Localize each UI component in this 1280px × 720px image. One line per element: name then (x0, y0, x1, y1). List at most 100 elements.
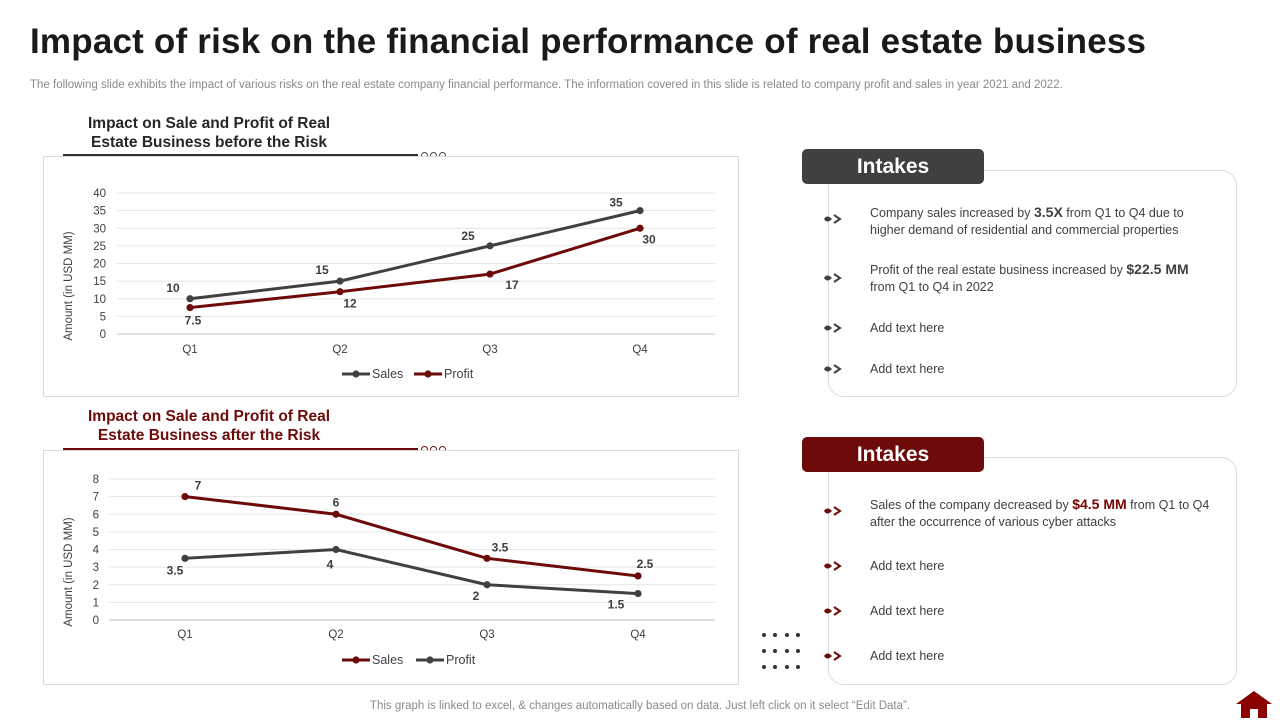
chart2-data-label: 3.5 (167, 563, 184, 577)
chart1-x-tick-label: Q3 (482, 344, 497, 356)
intake-text-post: from Q1 to Q4 in 2022 (870, 280, 994, 294)
intake-text-pre: Company sales increased by (870, 206, 1034, 220)
intake-highlight: 3.5X (1033, 204, 1063, 220)
chart2-y-tick-label: 2 (93, 580, 99, 592)
chart1-frame[interactable] (43, 156, 739, 397)
chart2-series-profit-point (483, 581, 491, 589)
chart2-y-tick-label: 4 (93, 545, 100, 557)
chart1-y-tick-label: 15 (93, 276, 106, 288)
chart1-series-profit-line (189, 226, 641, 310)
chart2-x-tick-label: Q3 (479, 629, 494, 641)
intakes-panel-1 (828, 170, 1237, 397)
chart2-y-tick-label: 1 (93, 597, 99, 609)
chart2-y-tick-label: 5 (93, 527, 99, 539)
chart2-y-tick-label: 3 (93, 562, 99, 574)
chart1-series-sales-point (186, 295, 194, 303)
chart1-heading: Impact on Sale and Profit of Real Estate… (64, 114, 354, 152)
bullet-arrow-icon (824, 561, 842, 571)
chart1-y-tick-label: 10 (93, 294, 106, 306)
decorative-dot-grid (762, 633, 807, 675)
chart2-series-sales-point (332, 510, 340, 518)
chart2-legend-marker (426, 656, 434, 664)
intake-text-pre: Sales of the company decreased by (870, 498, 1073, 512)
chart2-y-tick-label: 6 (93, 509, 99, 521)
chart1-series-profit-point (636, 224, 644, 232)
bullet-arrow-icon (824, 273, 842, 283)
chart1-legend-marker (424, 370, 432, 378)
chart1-y-tick-label: 30 (93, 223, 106, 235)
chart1-y-axis-label: Amount (in USD MM) (63, 231, 75, 340)
chart2-y-tick-label: 8 (93, 474, 99, 486)
chart1-series-profit-point (486, 270, 494, 278)
chart1-series-profit-point (186, 303, 194, 312)
chart2-data-label: 2 (473, 589, 480, 603)
page-title: Impact of risk on the financial performa… (30, 22, 1147, 61)
intake-highlight: $22.5 MM (1126, 261, 1189, 277)
chart1-data-label: 15 (315, 263, 329, 277)
chart1-y-tick-label: 5 (100, 311, 106, 323)
chart2-x-tick-label: Q4 (630, 629, 646, 641)
intake-text-pre: Add text here (870, 649, 945, 663)
chart2-legend-label: Profit (446, 653, 476, 667)
chart2-data-label: 6 (333, 495, 340, 509)
chart2-data-label: 4 (327, 558, 334, 572)
chart2-series-sales-line (184, 495, 639, 578)
intakes-tab-2: Intakes (802, 437, 984, 472)
chart1-series-profit-point (336, 288, 344, 296)
intakes-panel-2 (828, 457, 1237, 685)
chart2-heading-line1: Impact on Sale and Profit of Real (87, 408, 330, 425)
chart1-legend-label: Sales (372, 367, 403, 381)
chart2-data-label: 2.5 (637, 557, 654, 571)
chart1-y-tick-label: 40 (93, 188, 106, 200)
chart1-x-tick-label: Q4 (632, 344, 648, 356)
chart2-heading-line2: Estate Business after the Risk (97, 427, 321, 444)
home-icon[interactable] (1234, 689, 1274, 719)
chart2-series-profit-line (184, 548, 639, 596)
chart2-data-label: 1.5 (608, 598, 625, 612)
chart2-series-sales-point (181, 493, 189, 501)
intake-text-post: from Q1 to Q4 due to higher demand of re… (870, 206, 1184, 237)
intakes-tab-1: Intakes (802, 149, 984, 184)
chart1-series-sales-point (486, 242, 494, 250)
chart2-series-profit-point (181, 554, 189, 562)
chart1-data-label: 30 (642, 232, 656, 246)
intake-text-pre: Add text here (870, 604, 945, 618)
bullet-arrow-icon (824, 323, 842, 333)
bullet-arrow-icon (824, 364, 842, 374)
intake-text-post: from Q1 to Q4 after the occurrence of va… (870, 498, 1210, 529)
bullet-arrow-icon (824, 214, 842, 224)
bullet-arrow-icon (824, 651, 842, 661)
chart1-heading-line1: Impact on Sale and Profit of Real (87, 115, 330, 132)
footer-note: This graph is linked to excel, & changes… (369, 700, 911, 712)
chart2-series-profit-point (332, 545, 340, 554)
chart2-data-label: 7 (195, 479, 202, 493)
chart2-heading-rule (63, 448, 418, 451)
chart2-y-tick-label: 7 (93, 492, 99, 504)
chart1-x-tick-label: Q2 (332, 344, 347, 356)
chart2-x-tick-label: Q2 (328, 629, 343, 641)
chart1-data-label: 17 (505, 278, 519, 292)
chart2-legend-marker (352, 656, 360, 664)
chart1-series-sales-point (636, 207, 644, 215)
chart1-data-label: 12 (343, 297, 357, 311)
chart2-series-profit-point (634, 589, 642, 598)
chart1-y-tick-label: 35 (93, 206, 106, 218)
intake-text-pre: Add text here (870, 559, 945, 573)
chart1-y-tick-label: 20 (93, 259, 106, 271)
chart2-x-tick-label: Q1 (177, 629, 192, 641)
chart2-data-label: 3.5 (492, 540, 509, 554)
intake-2-item-1: Sales of the company decreased by $4.5 M… (870, 496, 1210, 531)
intake-2-item-3: Add text here (870, 603, 1210, 620)
chart2-y-axis-label: Amount (in USD MM) (63, 517, 75, 626)
intake-1-item-4: Add text here (870, 361, 1210, 378)
chart1-series-sales-point (336, 277, 344, 285)
intake-highlight: $4.5 MM (1072, 496, 1127, 512)
chart2-y-tick-label: 0 (93, 615, 99, 627)
chart1-data-label: 7.5 (185, 314, 202, 328)
intake-1-item-1: Company sales increased by 3.5X from Q1 … (870, 204, 1210, 239)
intake-text-pre: Add text here (870, 362, 945, 376)
chart1-x-tick-label: Q1 (182, 344, 197, 356)
intake-2-item-2: Add text here (870, 558, 1210, 575)
chart2-series-sales-point (483, 554, 491, 562)
